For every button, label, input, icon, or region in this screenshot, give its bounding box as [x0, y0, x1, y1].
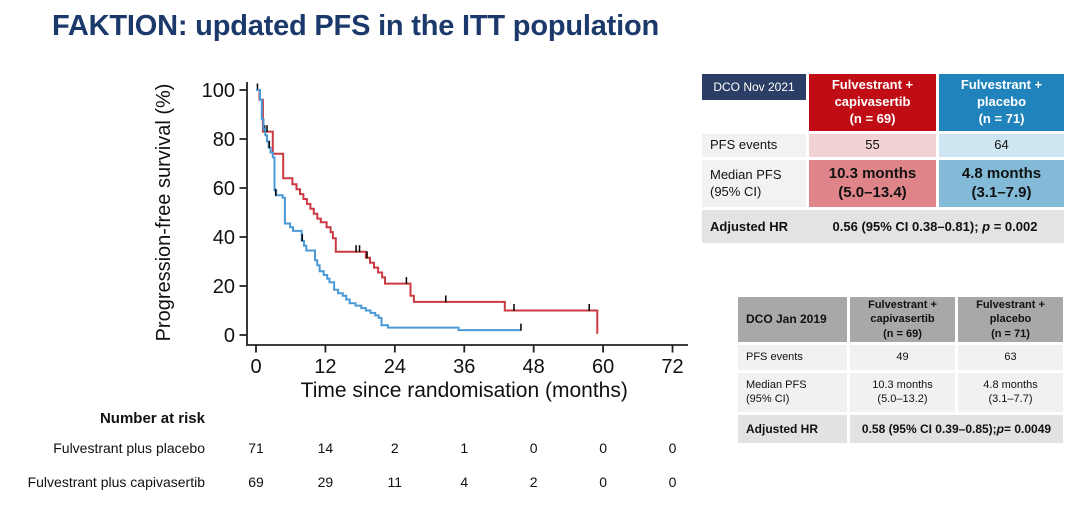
col-header-capivasertib: Fulvestrant + capivasertib (n = 69)	[809, 74, 936, 131]
adjusted-hr-value-2019: 0.58 (95% CI 0.39–0.85); p = 0.0049	[850, 415, 1063, 443]
risk-value: 69	[248, 474, 264, 490]
y-tick-label: 100	[202, 80, 235, 102]
x-tick-label: 36	[453, 356, 475, 378]
y-tick-label: 40	[213, 227, 235, 249]
x-tick-label: 12	[314, 356, 336, 378]
median-pfs-placebo-2019: 4.8 months (3.1–7.7)	[958, 373, 1063, 412]
adjusted-hr-value: 0.56 (95% CI 0.38–0.81); p = 0.002	[806, 219, 1064, 234]
y-axis-title: Progression-free survival (%)	[153, 84, 175, 342]
risk-value: 2	[390, 440, 399, 456]
risk-value: 0	[668, 474, 677, 490]
hr-p-italic-2019: p	[996, 422, 1005, 436]
hr-p-value: = 0.002	[990, 219, 1038, 234]
risk-value: 1	[460, 440, 469, 456]
row-label-pfs-events-2019: PFS events	[738, 345, 847, 370]
row-label-adjusted-hr-2019: Adjusted HR	[738, 415, 847, 443]
risk-value: 2	[529, 474, 538, 490]
table-dco-jan-2019: DCO Jan 2019 Fulvestrant + capivasertib …	[738, 297, 1063, 443]
col-header-placebo: Fulvestrant + placebo (n = 71)	[939, 74, 1064, 131]
pfs-events-capivasertib-2019: 49	[850, 345, 955, 370]
row-label-median-pfs-2019: Median PFS (95% CI)	[738, 373, 847, 412]
adjusted-hr-row: Adjusted HR 0.56 (95% CI 0.38–0.81); p =…	[702, 210, 1064, 243]
risk-value: 0	[668, 440, 677, 456]
y-tick-label: 80	[213, 129, 235, 151]
x-tick-label: 24	[384, 356, 406, 378]
median-pfs-capivasertib-2019: 10.3 months (5.0–13.2)	[850, 373, 955, 412]
hr-p-italic: p	[982, 219, 991, 234]
y-tick-label: 20	[213, 276, 235, 298]
kaplan-meier-chart: 0 20 40 60 80 100 0 12 24 36 48 60 72 Time since rand…	[153, 80, 688, 402]
risk-value: 29	[317, 474, 334, 490]
y-tick-label: 0	[224, 325, 235, 347]
risk-row-label-placebo: Fulvestrant plus placebo	[53, 440, 205, 456]
row-label-median-pfs: Median PFS (95% CI)	[702, 160, 806, 207]
y-tick-label: 60	[213, 178, 235, 200]
risk-value: 0	[599, 474, 607, 490]
x-tick-label: 60	[592, 356, 614, 378]
dco-nov-2021-badge: DCO Nov 2021	[702, 74, 806, 100]
x-axis-title: Time since randomisation (months)	[301, 379, 628, 402]
risk-value: 11	[387, 474, 403, 490]
median-pfs-placebo: 4.8 months (3.1–7.9)	[939, 160, 1064, 207]
number-at-risk-heading: Number at risk	[99, 410, 205, 427]
hr-p-value-2019: = 0.0049	[1004, 422, 1052, 436]
row-label-adjusted-hr: Adjusted HR	[710, 219, 788, 234]
x-tick-label: 0	[250, 356, 261, 378]
slide-title: FAKTION: updated PFS in the ITT populati…	[52, 10, 659, 42]
km-curve-fulvestrant-plus-placebo	[256, 89, 521, 332]
col-header-placebo-2019: Fulvestrant + placebo (n = 71)	[958, 297, 1063, 342]
x-tick-label: 72	[661, 356, 683, 378]
hr-text: 0.56 (95% CI 0.38–0.81);	[832, 219, 983, 234]
risk-value: 0	[529, 440, 538, 456]
pfs-events-placebo: 64	[939, 134, 1064, 157]
col-header-capivasertib-2019: Fulvestrant + capivasertib (n = 69)	[850, 297, 955, 342]
row-label-pfs-events: PFS events	[702, 134, 806, 157]
dco-jan-2019-badge: DCO Jan 2019	[738, 297, 847, 342]
risk-value: 14	[317, 440, 334, 456]
risk-value: 4	[460, 474, 469, 490]
risk-value: 0	[599, 440, 607, 456]
table-2021-tag-cell: DCO Nov 2021	[702, 74, 806, 131]
hr-text-2019: 0.58 (95% CI 0.39–0.85);	[861, 422, 997, 436]
risk-row-label-capivasertib: Fulvestrant plus capivasertib	[27, 474, 205, 490]
pfs-events-capivasertib: 55	[809, 134, 936, 157]
table-dco-nov-2021: DCO Nov 2021 Fulvestrant + capivasertib …	[702, 74, 1064, 243]
axes	[246, 82, 688, 346]
median-pfs-capivasertib: 10.3 months (5.0–13.4)	[809, 160, 936, 207]
pfs-events-placebo-2019: 63	[958, 345, 1063, 370]
risk-value: 71	[248, 440, 264, 456]
x-tick-label: 48	[523, 356, 545, 378]
km-curve-fulvestrant-plus-capivasertib	[256, 89, 599, 334]
